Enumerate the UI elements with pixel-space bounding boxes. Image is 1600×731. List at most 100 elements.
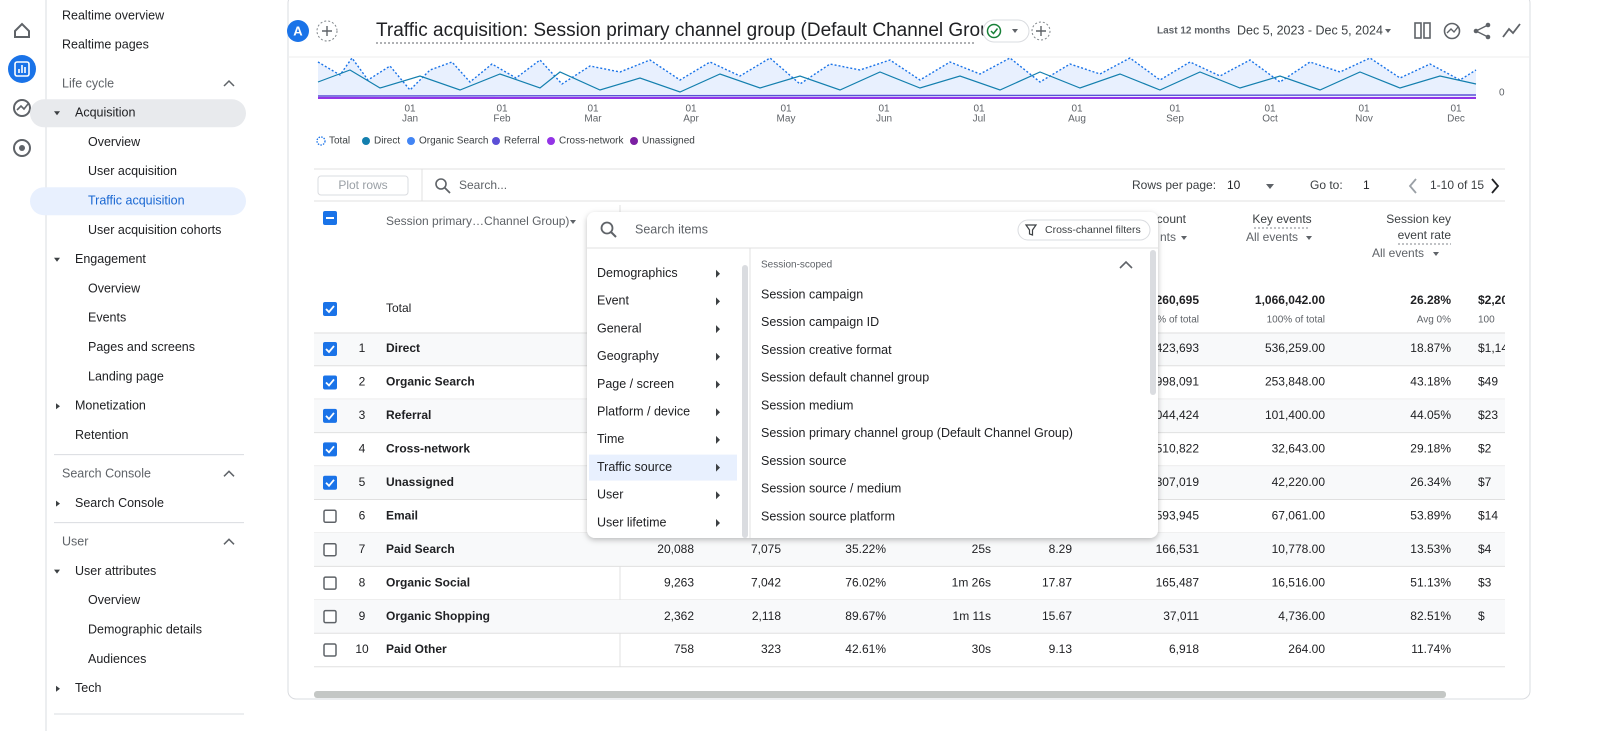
page-range: 1-10 of 15 bbox=[1430, 178, 1484, 192]
status-chip[interactable] bbox=[983, 20, 1029, 42]
active-item-bg bbox=[30, 99, 246, 127]
nav-group[interactable]: Engagement bbox=[75, 252, 146, 266]
checkbox[interactable] bbox=[324, 577, 336, 589]
section-title[interactable]: Search Console bbox=[62, 467, 151, 481]
x-axis-label: Jun bbox=[876, 114, 892, 125]
nav-item[interactable]: Audiences bbox=[88, 652, 146, 666]
table-cell: 76.02% bbox=[845, 575, 886, 589]
menu-item[interactable]: Session medium bbox=[761, 398, 853, 412]
row-name[interactable]: Organic Shopping bbox=[386, 609, 490, 623]
menu-category[interactable]: User lifetime bbox=[597, 515, 667, 529]
table-cell: $4 bbox=[1478, 542, 1492, 556]
checkbox[interactable] bbox=[323, 302, 337, 316]
row-name[interactable]: Organic Social bbox=[386, 575, 470, 589]
nav-item[interactable]: Landing page bbox=[88, 369, 164, 383]
checkbox[interactable] bbox=[323, 409, 337, 423]
legend-label[interactable]: Unassigned bbox=[642, 136, 695, 147]
row-name[interactable]: Organic Search bbox=[386, 375, 475, 389]
menu-scrollbar[interactable] bbox=[1150, 250, 1156, 395]
menu-item[interactable]: Session campaign ID bbox=[761, 315, 879, 329]
menu-item[interactable]: Session creative format bbox=[761, 343, 892, 357]
menu-category[interactable]: User bbox=[597, 488, 623, 502]
x-axis-label: May bbox=[777, 114, 796, 125]
row-name[interactable]: Paid Other bbox=[386, 642, 447, 656]
nav-item[interactable]: User acquisition bbox=[88, 164, 177, 178]
nav-group[interactable]: Monetization bbox=[75, 399, 146, 413]
dimension-header[interactable]: Session primary…Channel Group) bbox=[386, 214, 569, 228]
menu-category[interactable]: Demographics bbox=[597, 266, 678, 280]
table-cell: 4,736.00 bbox=[1278, 609, 1325, 623]
table-cell: 593,945 bbox=[1156, 508, 1200, 522]
menu-scrollbar[interactable] bbox=[742, 265, 748, 538]
goto-input[interactable]: 1 bbox=[1363, 178, 1370, 192]
row-bg bbox=[314, 600, 1505, 633]
legend-label[interactable]: Cross-network bbox=[559, 136, 624, 147]
nav-item[interactable]: Pages and screens bbox=[88, 340, 195, 354]
table-cell: 7,075 bbox=[751, 542, 781, 556]
menu-category[interactable]: General bbox=[597, 321, 641, 335]
nav-group[interactable]: Acquisition bbox=[75, 106, 135, 120]
row-name[interactable]: Unassigned bbox=[386, 475, 454, 489]
nav-item[interactable]: Events bbox=[88, 311, 126, 325]
menu-category[interactable]: Page / screen bbox=[597, 377, 674, 391]
metric-header: Key events bbox=[1252, 212, 1311, 226]
checkbox[interactable] bbox=[324, 644, 336, 656]
menu-item[interactable]: Session default channel group bbox=[761, 371, 929, 385]
horizontal-scrollbar[interactable] bbox=[314, 691, 1446, 698]
menu-search[interactable]: Search items bbox=[635, 222, 708, 236]
menu-item[interactable]: Session source platform bbox=[761, 509, 895, 523]
table-cell: 044,424 bbox=[1156, 408, 1200, 422]
nav-item[interactable]: Traffic acquisition bbox=[88, 193, 185, 207]
checkbox[interactable] bbox=[324, 510, 336, 522]
menu-category[interactable]: Time bbox=[597, 432, 624, 446]
menu-category[interactable]: Platform / device bbox=[597, 404, 690, 418]
x-axis-label: Feb bbox=[493, 114, 511, 125]
table-search[interactable]: Search... bbox=[459, 178, 507, 192]
nav-group[interactable]: User attributes bbox=[75, 564, 156, 578]
plot-rows-label: Plot rows bbox=[338, 178, 387, 192]
legend-label[interactable]: Total bbox=[329, 136, 350, 147]
nav-item[interactable]: Overview bbox=[88, 135, 141, 149]
nav-item[interactable]: Realtime pages bbox=[62, 38, 149, 52]
menu-item[interactable]: Session source / medium bbox=[761, 482, 901, 496]
row-name[interactable]: Cross-network bbox=[386, 442, 470, 456]
nav-item[interactable]: Realtime overview bbox=[62, 8, 165, 22]
menu-category[interactable]: Event bbox=[597, 294, 629, 308]
table-cell: 423,693 bbox=[1156, 341, 1200, 355]
table-cell: Avg 0% bbox=[1417, 315, 1451, 326]
row-name[interactable]: Referral bbox=[386, 408, 431, 422]
section-title[interactable]: Life cycle bbox=[62, 76, 114, 90]
table-cell: 9.13 bbox=[1049, 642, 1073, 656]
menu-category[interactable]: Geography bbox=[597, 349, 660, 363]
row-name[interactable]: Email bbox=[386, 508, 418, 522]
table-cell: 25s bbox=[972, 542, 991, 556]
menu-item[interactable]: Session campaign bbox=[761, 287, 863, 301]
checkbox[interactable] bbox=[323, 476, 337, 490]
menu-category[interactable]: Traffic source bbox=[597, 460, 672, 474]
nav-item[interactable]: User acquisition cohorts bbox=[88, 223, 221, 237]
menu-item[interactable]: Session source bbox=[761, 454, 847, 468]
legend-label[interactable]: Organic Search bbox=[419, 136, 488, 147]
table-cell: 166,531 bbox=[1156, 542, 1200, 556]
checkbox[interactable] bbox=[324, 544, 336, 556]
nav-group[interactable]: Tech bbox=[75, 681, 101, 695]
nav-item[interactable]: Overview bbox=[88, 281, 141, 295]
row-number: 5 bbox=[359, 475, 366, 489]
legend-label[interactable]: Direct bbox=[374, 136, 400, 147]
nav-item[interactable]: Overview bbox=[88, 593, 141, 607]
nav-group[interactable]: Search Console bbox=[75, 496, 164, 510]
checkbox[interactable] bbox=[324, 611, 336, 623]
row-name[interactable]: Direct bbox=[386, 341, 420, 355]
menu-item[interactable]: Session primary channel group (Default C… bbox=[761, 426, 1073, 440]
row-name[interactable]: Paid Search bbox=[386, 542, 455, 556]
nav-group[interactable]: Retention bbox=[75, 428, 129, 442]
nav-item[interactable]: Demographic details bbox=[88, 622, 202, 636]
checkbox[interactable] bbox=[323, 342, 337, 356]
table-cell: % of total bbox=[1157, 315, 1199, 326]
section-title[interactable]: User bbox=[62, 535, 88, 549]
legend-label[interactable]: Referral bbox=[504, 136, 540, 147]
checkbox[interactable] bbox=[323, 375, 337, 389]
checkbox[interactable] bbox=[323, 442, 337, 456]
date-range[interactable]: Dec 5, 2023 - Dec 5, 2024 bbox=[1237, 23, 1383, 37]
rows-per-page[interactable]: 10 bbox=[1227, 178, 1241, 192]
